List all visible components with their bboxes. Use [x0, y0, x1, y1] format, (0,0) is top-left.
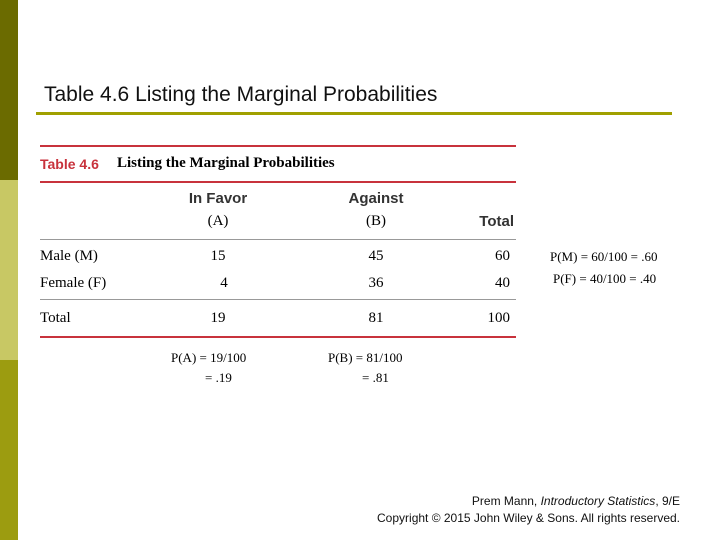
title-underline: [36, 112, 672, 115]
footer-line-1: Prem Mann, Introductory Statistics, 9/E: [377, 493, 680, 510]
marginal-a-line2: = .19: [205, 370, 232, 385]
table-bottom-rule: [40, 336, 516, 338]
table-top-rule: [40, 145, 516, 147]
caption-rule: [40, 181, 516, 183]
header-b: (B): [366, 213, 386, 229]
cell-total-b: 81: [368, 310, 384, 326]
footer-edition: , 9/E: [655, 494, 680, 508]
marginal-b-line2: = .81: [362, 370, 389, 385]
footer-author: Prem Mann,: [471, 494, 541, 508]
cell-female-total: 40: [495, 275, 510, 291]
cell-total-a: 19: [210, 310, 226, 326]
row-label-male: Male (M): [40, 248, 98, 264]
slide-title: Table 4.6 Listing the Marginal Probabili…: [44, 83, 438, 106]
header-in-favor: In Favor: [188, 190, 248, 207]
header-a: (A): [207, 213, 229, 229]
footer-book-title: Introductory Statistics: [540, 494, 656, 508]
marginal-a-line1: P(A) = 19/100: [171, 350, 247, 365]
marginal-b-line1: P(B) = 81/100: [328, 350, 403, 365]
sidebar-block-top: [0, 0, 18, 180]
header-total: Total: [479, 213, 514, 230]
cell-male-a: 15: [210, 248, 226, 264]
body-rule: [40, 299, 516, 300]
sidebar-decoration: [0, 0, 18, 540]
marginal-female: P(F) = 40/100 = .40: [553, 271, 657, 286]
cell-female-b: 36: [368, 275, 384, 291]
table-caption: Listing the Marginal Probabilities: [117, 155, 335, 171]
row-label-female: Female (F): [40, 275, 107, 291]
row-label-total: Total: [40, 310, 71, 326]
table-number: Table 4.6: [40, 156, 99, 172]
footer-copyright: Copyright © 2015 John Wiley & Sons. All …: [377, 511, 680, 525]
footer-credit: Prem Mann, Introductory Statistics, 9/E …: [377, 493, 680, 527]
cell-male-b: 45: [368, 248, 384, 264]
cell-female-a: 4: [220, 275, 228, 291]
header-against: Against: [348, 190, 404, 207]
header-rule: [40, 239, 516, 240]
cell-grand-total: 100: [487, 310, 511, 326]
cell-male-total: 60: [495, 248, 510, 264]
sidebar-block-middle: [0, 180, 18, 360]
marginal-male: P(M) = 60/100 = .60: [550, 249, 658, 264]
sidebar-block-bottom: [0, 360, 18, 540]
